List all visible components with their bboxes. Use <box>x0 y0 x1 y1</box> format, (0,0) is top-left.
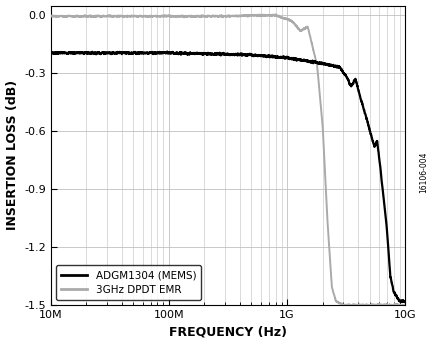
Y-axis label: INSERTION LOSS (dB): INSERTION LOSS (dB) <box>6 80 19 230</box>
Text: 16106-004: 16106-004 <box>418 151 427 193</box>
Legend: ADGM1304 (MEMS), 3GHz DPDT EMR: ADGM1304 (MEMS), 3GHz DPDT EMR <box>56 265 201 300</box>
X-axis label: FREQUENCY (Hz): FREQUENCY (Hz) <box>168 325 286 338</box>
